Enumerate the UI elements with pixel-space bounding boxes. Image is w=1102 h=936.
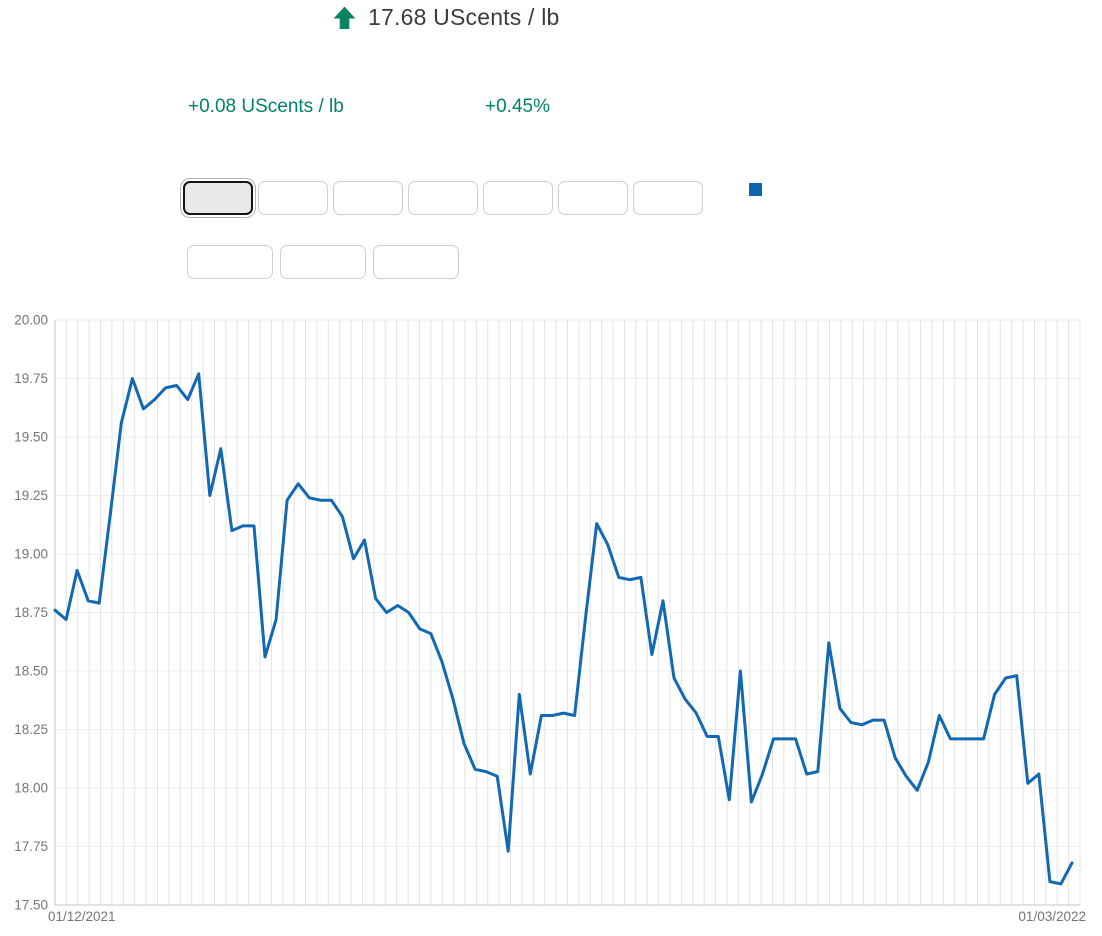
svg-text:19.25: 19.25 xyxy=(14,488,48,503)
range-button-5[interactable] xyxy=(483,181,553,215)
range-button-7[interactable] xyxy=(633,181,703,215)
svg-text:19.00: 19.00 xyxy=(14,547,48,562)
range-button-6[interactable] xyxy=(558,181,628,215)
price-line-chart: 20.00 19.75 19.50 19.25 19.00 18.75 18.50 18.25… xyxy=(14,313,1081,913)
secondary-button-1[interactable] xyxy=(187,245,273,279)
range-selector xyxy=(180,178,703,218)
secondary-button-2[interactable] xyxy=(280,245,366,279)
range-button-1[interactable] xyxy=(180,178,256,218)
x-axis-label-end: 01/03/2022 xyxy=(1018,909,1086,924)
up-arrow-icon xyxy=(333,6,356,29)
svg-text:19.75: 19.75 xyxy=(14,371,48,386)
price-value: 17.68 UScents / lb xyxy=(368,4,560,30)
svg-text:18.75: 18.75 xyxy=(14,605,48,620)
x-axis-label-start: 01/12/2021 xyxy=(48,909,116,924)
secondary-button-3[interactable] xyxy=(373,245,459,279)
change-absolute: +0.08 UScents / lb xyxy=(188,96,344,117)
range-button-3[interactable] xyxy=(333,181,403,215)
svg-text:18.50: 18.50 xyxy=(14,664,48,679)
series-legend-marker[interactable] xyxy=(749,183,762,196)
change-percent: +0.45% xyxy=(485,96,550,117)
range-button-2[interactable] xyxy=(258,181,328,215)
svg-text:17.75: 17.75 xyxy=(14,839,48,854)
svg-text:18.00: 18.00 xyxy=(14,781,48,796)
price-header: 17.68 UScents / lb xyxy=(332,4,560,31)
svg-text:19.50: 19.50 xyxy=(14,430,48,445)
range-button-4[interactable] xyxy=(408,181,478,215)
svg-text:18.25: 18.25 xyxy=(14,722,48,737)
svg-text:17.50: 17.50 xyxy=(14,898,48,913)
svg-text:20.00: 20.00 xyxy=(14,313,48,328)
secondary-toolbar xyxy=(187,245,459,279)
